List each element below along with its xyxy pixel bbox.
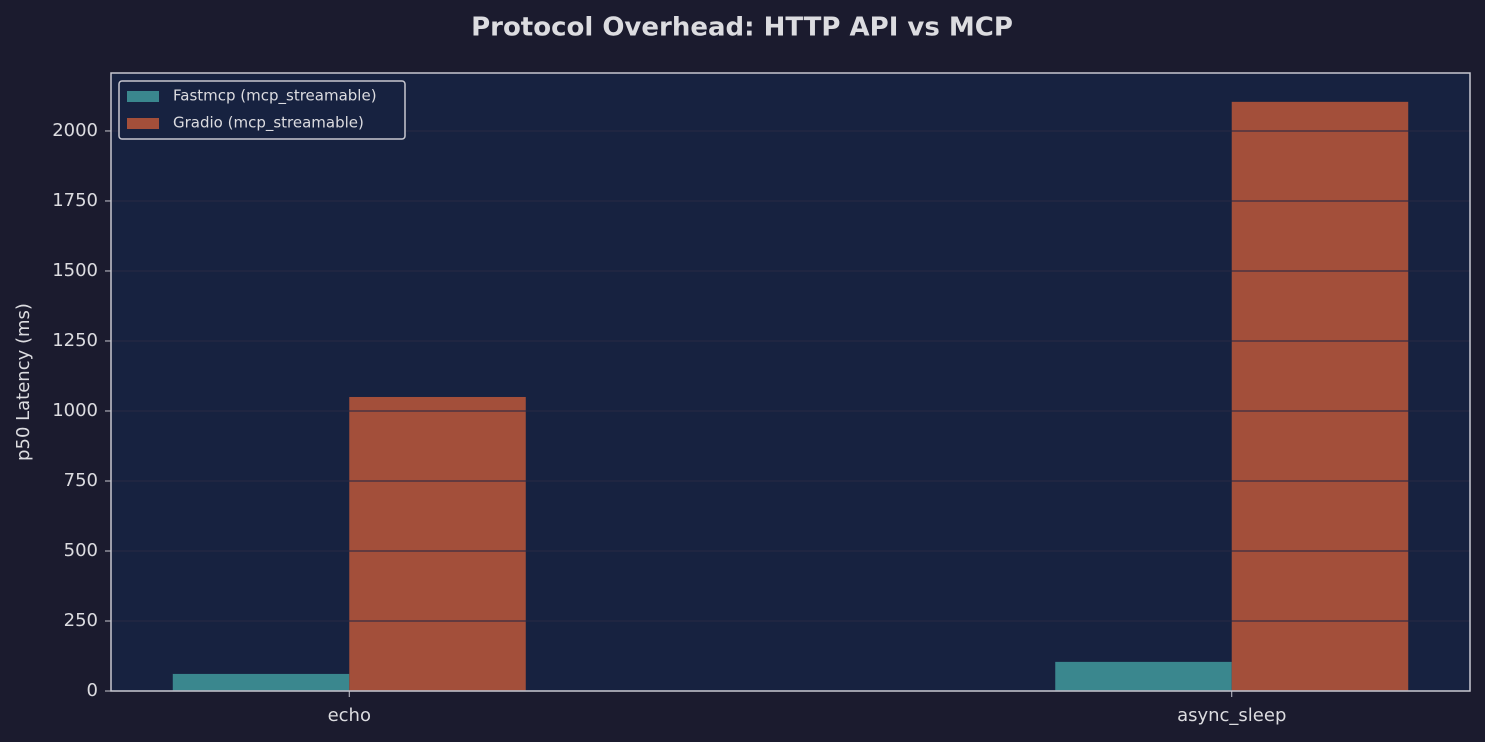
legend-box (118, 80, 406, 140)
bar (1055, 661, 1232, 691)
y-tick-label: 500 (64, 540, 98, 561)
y-tick-label: 1750 (52, 190, 98, 211)
plot-frame (110, 72, 1471, 692)
x-tick-label: async_sleep (1177, 705, 1286, 726)
legend-label: Fastmcp (mcp_streamable) (173, 87, 377, 106)
legend-label: Gradio (mcp_streamable) (173, 114, 364, 133)
y-axis-label: p50 Latency (ms) (13, 303, 34, 461)
bar (1231, 101, 1409, 692)
y-tick-label: 750 (64, 470, 98, 491)
y-tick-label: 1500 (52, 260, 98, 281)
y-tick-label: 0 (87, 680, 98, 701)
bar (349, 396, 526, 691)
legend-swatch (127, 118, 159, 129)
legend-swatch (127, 91, 159, 102)
x-tick-label: echo (328, 705, 371, 726)
y-tick-label: 250 (64, 610, 98, 631)
chart-title: Protocol Overhead: HTTP API vs MCP (471, 13, 1013, 43)
y-tick-label: 2000 (52, 120, 98, 141)
y-tick-label: 1000 (52, 400, 98, 421)
y-tick-label: 1250 (52, 330, 98, 351)
bar (172, 673, 350, 691)
